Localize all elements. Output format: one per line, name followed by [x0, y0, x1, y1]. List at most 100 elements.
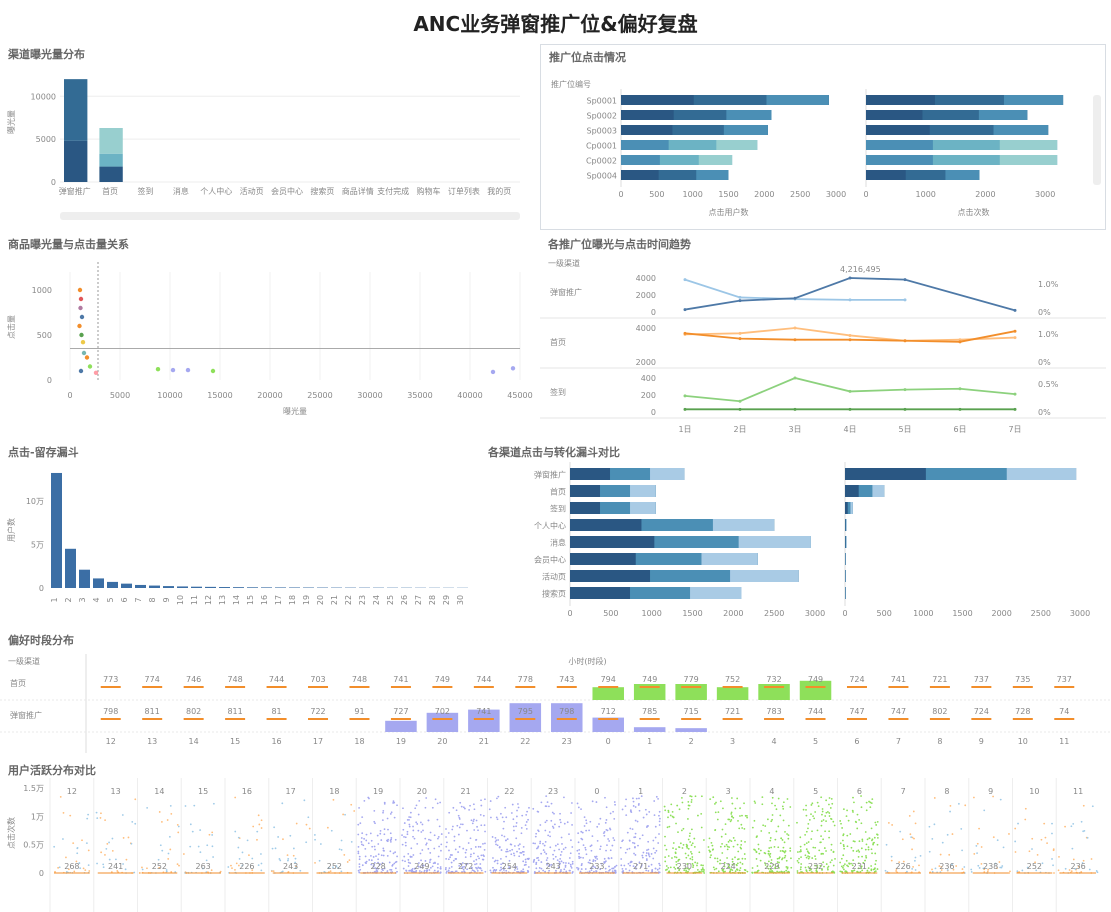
data-point: [78, 862, 81, 864]
data-point: [408, 823, 411, 826]
data-point: [796, 870, 799, 872]
vertical-scrollbar[interactable]: [1093, 95, 1101, 185]
data-point: [652, 839, 655, 842]
data-point: [571, 846, 574, 848]
data-point: [805, 848, 808, 851]
data-point: [648, 855, 651, 858]
data-point: [417, 865, 420, 868]
data-point: [348, 859, 351, 862]
data-point: [776, 864, 779, 867]
data-point: [1036, 854, 1039, 856]
data-point: [771, 818, 774, 821]
data-point: [592, 865, 595, 868]
data-point: [251, 869, 254, 872]
data-point: [415, 869, 418, 872]
data-point: [672, 842, 675, 844]
data-point: [518, 848, 521, 850]
cell-value: 727: [393, 707, 408, 716]
data-point: [647, 852, 650, 855]
data-point: [260, 853, 262, 855]
data-point: [429, 831, 432, 834]
x-tick-label: 7: [134, 597, 143, 602]
y-tick-label: 0: [39, 584, 44, 593]
x-tick-label: 2000: [975, 190, 995, 199]
data-point: [640, 864, 643, 866]
data-point: [552, 853, 554, 856]
data-point: [357, 833, 360, 836]
data-point: [941, 841, 944, 844]
data-point: [787, 837, 790, 840]
data-point: [866, 838, 869, 841]
data-point: [777, 825, 780, 828]
cell-value: 737: [1057, 675, 1072, 684]
data-point: [732, 845, 735, 848]
data-point: [433, 834, 436, 837]
panel-title: 偏好时段分布: [8, 634, 74, 647]
cell-value: 802: [186, 707, 201, 716]
cell-bar: [799, 680, 832, 700]
column-label: 14: [189, 737, 199, 746]
data-point: [388, 861, 391, 864]
data-point: [550, 802, 553, 805]
data-point: [609, 868, 611, 871]
data-point: [767, 867, 770, 870]
panel-title: 点击-留存漏斗: [8, 446, 79, 459]
data-point: [820, 796, 823, 799]
data-point: [381, 868, 384, 871]
horizontal-scrollbar[interactable]: [60, 212, 520, 220]
data-point: [911, 867, 914, 870]
data-point: [723, 861, 726, 864]
bar-segment: [845, 519, 847, 531]
data-point: [479, 867, 482, 870]
bar-segment: [64, 79, 88, 141]
data-point: [409, 811, 412, 814]
data-point: [560, 850, 563, 853]
median-label: 229: [764, 862, 779, 871]
data-point: [651, 869, 654, 872]
data-point: [419, 852, 422, 855]
exposure-click-scatter: 0 5000 10000 15000 20000 25000 30000 35000 40000…: [6, 262, 533, 416]
data-point: [439, 867, 442, 870]
data-point: [787, 834, 790, 837]
data-point: [54, 870, 56, 873]
x-tick-label: 1日: [678, 425, 691, 434]
data-point: [696, 862, 699, 865]
data-point: [841, 827, 844, 829]
data-point: [770, 846, 773, 849]
data-point: [659, 817, 661, 820]
data-point: [340, 849, 343, 851]
data-point: [467, 842, 470, 844]
data-point: [645, 869, 648, 872]
data-point: [628, 869, 631, 872]
data-point: [607, 838, 610, 840]
data-point: [712, 866, 715, 869]
data-point: [717, 811, 720, 814]
median-label: 263: [195, 862, 210, 871]
bar-segment: [872, 485, 885, 497]
data-point: [640, 795, 643, 798]
data-point: [425, 842, 428, 845]
data-point: [108, 858, 111, 861]
x-tick-label: 5000: [110, 391, 130, 400]
data-point: [672, 847, 674, 850]
data-point: [522, 870, 525, 873]
data-point: [404, 844, 407, 847]
trend-panel: 各推广位曝光与点击时间趋势 一级渠道 弹窗推广 0 2000 4000 0% 1.0% 4,2…: [540, 232, 1106, 434]
data-point: [358, 865, 361, 868]
data-point: [424, 837, 427, 840]
bar-segment: [845, 570, 846, 582]
data-point: [437, 836, 440, 838]
data-point: [722, 807, 724, 810]
data-point: [548, 865, 551, 868]
data-point: [134, 798, 137, 801]
data-point: [462, 868, 465, 871]
data-point: [980, 846, 983, 848]
column-label: 20: [417, 787, 427, 796]
column-label: 4: [772, 737, 777, 746]
data-point: [690, 852, 693, 855]
data-point: [307, 816, 310, 819]
dashboard-title: ANC业务弹窗推广位&偏好复盘: [413, 12, 698, 36]
data-point: [475, 838, 478, 841]
data-point: [784, 854, 787, 857]
data-point: [578, 857, 581, 860]
